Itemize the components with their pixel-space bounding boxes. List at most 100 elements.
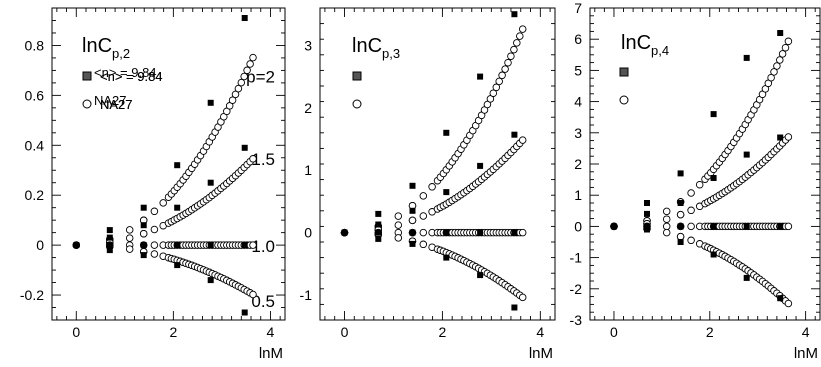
y-tick-label: -1 <box>300 287 313 303</box>
n984-point <box>743 274 750 281</box>
n984-point <box>443 229 450 236</box>
n984-point <box>409 182 416 189</box>
n984-point <box>174 204 181 211</box>
na27-point <box>784 133 793 141</box>
n984-point <box>140 242 147 249</box>
y-tick-label: -3 <box>570 312 583 328</box>
x-axis-title: lnM <box>529 345 553 362</box>
p-value-label: 1.5 <box>251 150 275 169</box>
n984-point <box>375 210 382 217</box>
n984-point <box>241 15 248 21</box>
n984-point <box>409 229 416 236</box>
n984-point <box>710 223 717 230</box>
n984-point <box>644 223 650 230</box>
n984-point <box>511 229 518 236</box>
panel-title-main: lnC <box>82 35 112 57</box>
legend-label: NA27 <box>100 97 133 112</box>
panel-title-subscript: p,2 <box>112 46 130 61</box>
na27-curve-p0-5 <box>72 241 257 299</box>
na27-curve-p0-5 <box>340 228 527 302</box>
p-value-label: p=2 <box>246 67 275 86</box>
na27-point <box>495 77 503 86</box>
n984-point <box>174 262 181 269</box>
n984-point <box>777 134 784 141</box>
na27-point <box>125 234 134 242</box>
y-tick-label: 7 <box>574 0 582 16</box>
n984-point <box>677 200 684 206</box>
na27-point <box>784 37 793 46</box>
na27-point <box>237 78 246 87</box>
n984-point <box>644 226 650 233</box>
na27-point <box>778 50 787 58</box>
na27-point <box>767 73 775 82</box>
legend-circle-marker <box>82 99 92 109</box>
n984-point <box>644 200 650 206</box>
y-tick-label: 0 <box>36 237 44 253</box>
na27-curve-p1 <box>72 241 257 249</box>
na27-point <box>150 207 159 216</box>
n984-point <box>375 229 382 236</box>
y-tick-label: 3 <box>574 125 582 141</box>
legend-label: NA27 <box>100 97 133 112</box>
n984-point <box>140 204 147 211</box>
n984-point <box>511 131 518 138</box>
y-tick-label: -2 <box>570 281 583 297</box>
na27-point <box>428 183 436 191</box>
x-axis-title: lnM <box>259 345 283 362</box>
n984-point <box>375 235 382 242</box>
n984-point <box>777 295 784 302</box>
x-tick-label: 0 <box>610 324 618 340</box>
na27-point <box>687 222 695 231</box>
na27-point <box>516 32 524 40</box>
na27-point <box>776 56 784 64</box>
na27-point <box>125 245 134 253</box>
panel-lnc-p3: 0 2 4 -1 0 1 2 3 lnM lnCp,3 <n> = 9.84 NA27 <box>100 7 556 362</box>
n984-point <box>73 242 80 249</box>
y-tick-label: 0.4 <box>25 137 45 153</box>
n984-point <box>375 221 382 228</box>
n984-point <box>511 11 518 18</box>
na27-point <box>150 241 159 249</box>
na27-point <box>784 222 793 231</box>
na27-point <box>501 65 509 73</box>
n984-point <box>443 254 450 261</box>
na27-point <box>695 180 704 189</box>
na27-point <box>243 66 251 75</box>
n984-point <box>174 162 181 169</box>
na27-curve-p2 <box>72 53 257 249</box>
y-tick-label: 5 <box>574 62 582 78</box>
legend-label: <n> = 9.84 <box>94 65 157 80</box>
n984-point <box>477 73 484 80</box>
y-tick-label: 3 <box>304 37 312 53</box>
y-tick-label: 2 <box>304 100 312 116</box>
x-tick-label: 0 <box>72 324 80 340</box>
na27-point <box>419 212 428 220</box>
n984-point <box>207 242 214 249</box>
na27-curve-p1 <box>340 228 527 237</box>
n984-point <box>777 223 784 230</box>
n984-point <box>241 242 248 249</box>
y-tick-label: 6 <box>574 31 582 47</box>
y-tick-label: 1 <box>574 187 582 203</box>
n984-point <box>106 247 113 254</box>
panel-title: lnCp,4 <box>621 32 669 58</box>
na27-point <box>125 226 134 234</box>
na27-point <box>159 199 167 207</box>
n984-point <box>511 304 518 311</box>
p-value-label: 0.5 <box>251 292 275 311</box>
n984-point <box>140 252 147 259</box>
x-tick-label: 2 <box>169 324 177 340</box>
n984-point <box>710 175 717 181</box>
na27-point <box>249 241 257 249</box>
na27-point <box>486 95 495 103</box>
n984-point <box>611 223 617 230</box>
n984-point <box>409 207 416 214</box>
n984-point <box>443 129 450 136</box>
na27-point <box>419 240 428 249</box>
na27-point <box>687 206 695 215</box>
na27-curve-p1-5 <box>72 155 257 249</box>
na27-point <box>394 212 403 220</box>
na27-point <box>662 215 671 223</box>
